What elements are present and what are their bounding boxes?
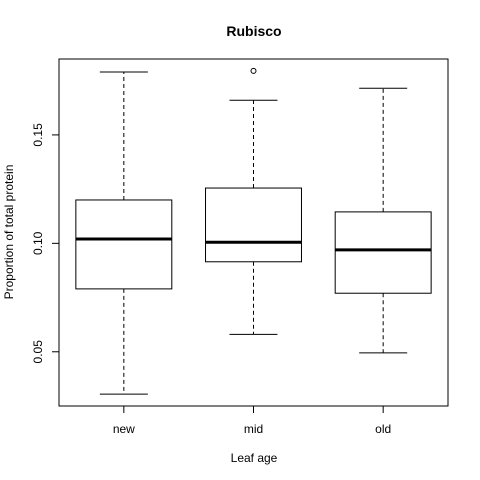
box-iqr — [75, 199, 173, 290]
y-axis: 0.05 0.10 0.15 — [31, 123, 59, 364]
y-tick-label: 0.15 — [31, 123, 45, 147]
x-axis-label: Leaf age — [231, 451, 278, 465]
outlier-point — [250, 67, 257, 74]
box-iqr — [334, 211, 432, 294]
box-mid — [205, 67, 302, 335]
chart-title: Rubisco — [226, 23, 281, 39]
x-axis: new mid old — [113, 406, 391, 436]
y-tick-label: 0.10 — [31, 231, 45, 255]
x-tick-label: mid — [244, 422, 263, 436]
x-tick-label: old — [375, 422, 391, 436]
box-new — [75, 71, 173, 395]
y-tick-label: 0.05 — [31, 340, 45, 364]
box-iqr — [205, 187, 302, 263]
x-tick-label: new — [113, 422, 135, 436]
box-old — [334, 87, 432, 354]
y-axis-label: Proportion of total protein — [2, 165, 16, 300]
boxplot-series — [75, 67, 432, 395]
